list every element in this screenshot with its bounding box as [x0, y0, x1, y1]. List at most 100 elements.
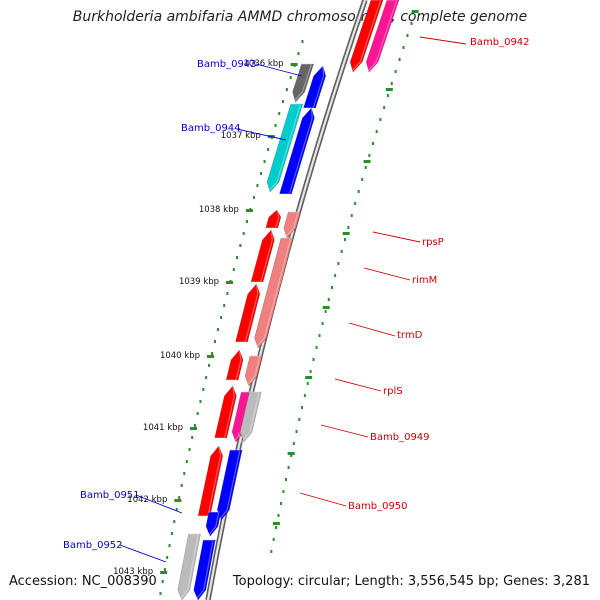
- guide-dot: [226, 292, 229, 295]
- gene-label-bamb-0951[interactable]: Bamb_0951: [80, 490, 140, 501]
- gene-bamb-0952-a[interactable]: [177, 533, 201, 600]
- gene-bamb-0951[interactable]: [205, 511, 222, 537]
- guide-dot: [217, 328, 220, 331]
- guide-dot: [185, 460, 188, 463]
- guide-dot: [178, 496, 181, 499]
- gene-bamb-0943-b[interactable]: [303, 65, 327, 109]
- guide-dot: [347, 226, 350, 229]
- guide-dot: [287, 466, 290, 469]
- guide-dot: [202, 388, 205, 391]
- gene-label-bamb-0943[interactable]: Bamb_0943: [197, 59, 257, 70]
- gene-bamb-0949-a[interactable]: [214, 385, 237, 439]
- guide-dot: [315, 346, 318, 349]
- gene-label-leader: [135, 494, 183, 514]
- gene-trmd-b-shine: [251, 237, 292, 350]
- guide-dot: [282, 100, 285, 103]
- guide-dot: [277, 514, 280, 517]
- guide-dot: [199, 400, 202, 403]
- guide-dot: [159, 592, 162, 595]
- scale-ticks: 1036 kbp 1037 kbp 1038 kbp 1039 kbp 1040 kbp…: [113, 10, 419, 577]
- guide-dot: [318, 334, 321, 337]
- gene-bamb-0944-a[interactable]: [266, 103, 304, 193]
- guide-dot: [284, 478, 287, 481]
- gene-rpls-b[interactable]: [244, 355, 263, 387]
- dotted-guide-right: [270, 10, 417, 553]
- gene-trmd-b[interactable]: [254, 237, 294, 349]
- genome-summary-text: Topology: circular; Length: 3,556,545 bp…: [232, 574, 590, 589]
- gene-label-leader: [236, 128, 287, 141]
- guide-dot: [386, 94, 389, 97]
- gene-label-trmd[interactable]: trmD: [397, 330, 423, 341]
- gene-label-bamb-0952[interactable]: Bamb_0952: [63, 540, 123, 551]
- gene-bamb-0950-a[interactable]: [197, 445, 224, 517]
- guide-dot: [163, 568, 166, 571]
- gene-label-leader: [119, 544, 167, 563]
- guide-dot: [252, 196, 255, 199]
- guide-dot: [263, 160, 266, 163]
- guide-dot: [205, 376, 208, 379]
- guide-dot: [297, 52, 300, 55]
- guide-dot: [275, 526, 278, 529]
- gene-label-rimm[interactable]: rimM: [412, 275, 437, 286]
- scale-tick-mark-right: [385, 88, 393, 91]
- guide-dot: [324, 310, 327, 313]
- scale-tick-mark: [226, 281, 234, 284]
- scale-tick-mark: [174, 499, 182, 502]
- guide-dot: [383, 106, 386, 109]
- gene-label-leader: [372, 231, 421, 243]
- guide-dot: [292, 442, 295, 445]
- gene-bamb-0943-a-shine: [289, 63, 313, 104]
- guide-dot: [232, 268, 235, 271]
- gene-trmd-shine: [232, 283, 259, 343]
- gene-label-leader: [255, 63, 303, 77]
- gene-label-bamb-0942[interactable]: Bamb_0942: [470, 37, 530, 48]
- gene-rpsp[interactable]: [265, 209, 282, 229]
- guide-dot: [390, 82, 393, 85]
- scale-tick-label: 1038 kbp: [199, 205, 239, 215]
- gene-bamb-0942-a[interactable]: [349, 0, 384, 73]
- gene-rimm[interactable]: [250, 229, 275, 283]
- gene-label-bamb-0950[interactable]: Bamb_0950: [348, 501, 408, 512]
- scale-tick-mark-right: [305, 376, 313, 379]
- gene-bamb-0950-b[interactable]: [216, 449, 243, 521]
- guide-dot: [303, 394, 306, 397]
- gene-labels: Bamb_0942 Bamb_0943 Bamb_0944 rpsP rimM trmD r…: [63, 36, 530, 563]
- gene-bamb-0944-b[interactable]: [279, 107, 315, 195]
- guide-dot: [175, 508, 178, 511]
- scale-tick-mark: [160, 571, 168, 574]
- guide-dot: [161, 580, 164, 583]
- gene-label-bamb-0949[interactable]: Bamb_0949: [370, 432, 430, 443]
- scale-tick-mark-right: [363, 160, 371, 163]
- guide-dot: [340, 250, 343, 253]
- gene-trmd[interactable]: [235, 283, 261, 343]
- guide-dot: [239, 244, 242, 247]
- guide-dot: [259, 172, 262, 175]
- gene-rpsp-b[interactable]: [283, 211, 301, 239]
- gene-bamb-0942-b[interactable]: [365, 0, 400, 73]
- guide-dot: [394, 70, 397, 73]
- gene-label-bamb-0944[interactable]: Bamb_0944: [181, 123, 241, 134]
- guide-dot: [256, 184, 259, 187]
- guide-dot: [223, 304, 226, 307]
- gene-label-leader: [299, 492, 347, 507]
- guide-dot: [170, 532, 173, 535]
- guide-dot: [208, 364, 211, 367]
- gene-bamb-0949-c[interactable]: [239, 391, 262, 443]
- gene-rimm-shine: [248, 229, 273, 283]
- gene-bamb-0943-a[interactable]: [292, 63, 315, 103]
- guide-dot: [350, 214, 353, 217]
- gene-rpls-a[interactable]: [225, 349, 244, 381]
- guide-dot: [371, 142, 374, 145]
- guide-dot: [402, 46, 405, 49]
- scale-tick-mark: [290, 63, 298, 66]
- gene-bamb-0952-b[interactable]: [193, 539, 216, 600]
- gene-features: [175, 0, 400, 600]
- guide-dot: [398, 58, 401, 61]
- guide-dot: [214, 340, 217, 343]
- gene-label-rpls[interactable]: rplS: [383, 386, 403, 397]
- gene-label-rpsp[interactable]: rpsP: [422, 237, 444, 248]
- guide-dot: [410, 22, 413, 25]
- guide-dot: [290, 454, 293, 457]
- guide-dot: [309, 370, 312, 373]
- guide-dot: [236, 256, 239, 259]
